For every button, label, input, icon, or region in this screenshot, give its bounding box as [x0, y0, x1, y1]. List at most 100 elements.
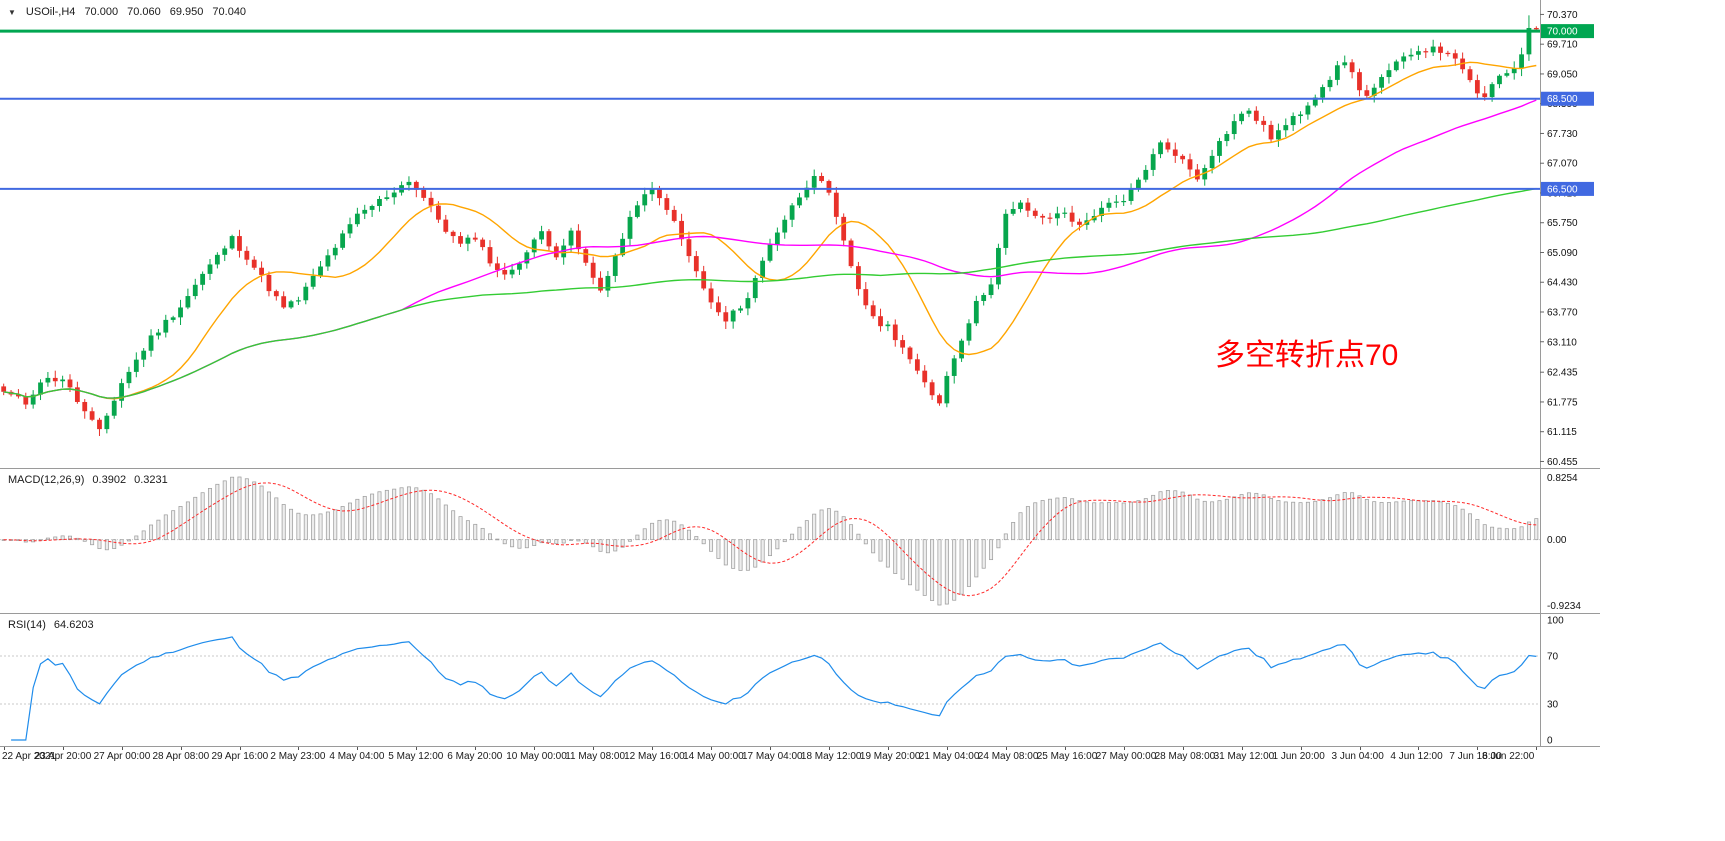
symbol-timeframe-label: USOil-,H4 — [25, 6, 76, 18]
time-axis-label: 21 May 04:00 — [918, 751, 980, 762]
price-tick-label: 62.435 — [1547, 368, 1578, 379]
chart-dropdown-icon[interactable]: ▼ — [8, 7, 16, 17]
quote-open: 70.000 — [84, 6, 119, 18]
macd-indicator-label: MACD(12,26,9) 0.3902 0.3231 — [8, 474, 168, 486]
time-axis-label: 8 Jun 22:00 — [1482, 751, 1535, 762]
time-tick — [239, 747, 241, 750]
quote-low: 69.950 — [169, 6, 204, 18]
price-tick-label: 65.750 — [1547, 218, 1578, 229]
time-axis-label: 23 Apr 20:00 — [34, 751, 92, 762]
time-tick — [887, 747, 889, 750]
rsi-indicator-label: RSI(14) 64.6203 — [8, 619, 94, 631]
time-axis-label: 17 May 04:00 — [742, 751, 803, 762]
time-axis-label: 27 May 00:00 — [1095, 751, 1157, 762]
price-level-badge-label: 68.500 — [1547, 94, 1578, 105]
time-tick — [475, 747, 477, 750]
macd-value: 0.3902 — [92, 474, 127, 486]
time-tick — [1359, 747, 1361, 750]
price-tick-label: 63.770 — [1547, 308, 1578, 319]
time-axis-label: 6 May 20:00 — [447, 751, 503, 762]
time-tick — [357, 747, 359, 750]
time-axis-label: 4 May 04:00 — [329, 751, 385, 762]
candlestick-series — [1, 15, 1539, 436]
rsi-name: RSI(14) — [8, 619, 46, 631]
price-tick-label: 61.775 — [1547, 397, 1578, 408]
time-tick — [1182, 747, 1184, 750]
price-tick-label: 70.370 — [1547, 10, 1578, 21]
price-tick-label: 64.430 — [1547, 278, 1578, 289]
time-axis-label: 14 May 00:00 — [683, 751, 744, 762]
chart-area: 70.37069.71069.05068.39067.73067.07066.4… — [0, 0, 1600, 769]
time-axis-label: 19 May 20:00 — [859, 751, 921, 762]
price-tick-label: 63.110 — [1547, 337, 1577, 348]
time-tick — [416, 747, 418, 750]
time-tick — [593, 747, 595, 750]
time-tick — [1005, 747, 1007, 750]
macd-name: MACD(12,26,9) — [8, 474, 85, 486]
price-chart-svg: 70.37069.71069.05068.39067.73067.07066.4… — [0, 0, 1594, 468]
time-axis-label: 27 Apr 00:00 — [93, 751, 151, 762]
rsi-svg: 100 70 30 0 — [0, 614, 1564, 747]
time-tick — [1123, 747, 1125, 750]
price-level-badge-label: 70.000 — [1547, 27, 1578, 38]
macd-signal-value: 0.3231 — [134, 474, 168, 486]
time-tick — [1241, 747, 1243, 750]
time-axis-label: 29 Apr 16:00 — [211, 751, 269, 762]
price-tick-label: 67.070 — [1547, 159, 1578, 170]
ma-line-slow — [3, 187, 1537, 399]
price-tick-label: 60.455 — [1547, 457, 1578, 468]
macd-tick-label: -0.9234 — [1547, 601, 1581, 612]
macd-indicator-pane[interactable]: 0.8254 0.00 -0.9234 — [0, 468, 1600, 613]
time-axis-label: 2 May 23:00 — [270, 751, 326, 762]
time-axis-label: 5 May 12:00 — [388, 751, 444, 762]
chart-header: ▼ USOil-,H4 70.000 70.060 69.950 70.040 — [8, 6, 246, 18]
price-tick-label: 67.730 — [1547, 129, 1578, 140]
time-tick — [180, 747, 182, 750]
time-tick — [946, 747, 948, 750]
price-tick-label: 69.710 — [1547, 40, 1578, 51]
time-axis-label: 28 Apr 08:00 — [152, 751, 210, 762]
time-tick — [534, 747, 536, 750]
rsi-indicator-pane[interactable]: 100 70 30 0 — [0, 613, 1600, 746]
time-tick — [828, 747, 830, 750]
rsi-tick-label: 0 — [1547, 736, 1553, 747]
time-axis-label: 7 Jun 16:00 — [1449, 751, 1502, 762]
time-tick — [121, 747, 123, 750]
time-tick — [1418, 747, 1420, 750]
price-chart-pane[interactable]: 70.37069.71069.05068.39067.73067.07066.4… — [0, 0, 1600, 468]
time-axis-label: 4 Jun 12:00 — [1390, 751, 1443, 762]
time-axis-label: 10 May 00:00 — [506, 751, 567, 762]
price-level-badge — [1541, 181, 1594, 196]
time-axis-label: 1 Jun 20:00 — [1272, 751, 1325, 762]
price-level-badge — [1541, 91, 1594, 106]
macd-svg: 0.8254 0.00 -0.9234 — [0, 469, 1581, 613]
macd-histogram — [1, 476, 1539, 606]
price-tick-label: 65.090 — [1547, 248, 1578, 259]
time-axis-label: 24 May 08:00 — [977, 751, 1039, 762]
time-axis[interactable]: 22 Apr 2021 23 Apr 20:00 27 Apr 00:00 28 Ap… — [0, 746, 1600, 769]
time-axis-label: 28 May 08:00 — [1154, 751, 1216, 762]
time-axis-label: 11 May 08:00 — [565, 751, 626, 762]
macd-signal-line — [3, 482, 1537, 597]
time-axis-label: 31 May 12:00 — [1213, 751, 1275, 762]
rsi-value: 64.6203 — [53, 619, 94, 631]
price-tick-label: 69.050 — [1547, 69, 1578, 80]
time-axis-label: 3 Jun 04:00 — [1331, 751, 1384, 762]
macd-tick-label: 0.8254 — [1547, 473, 1578, 484]
time-tick — [3, 747, 5, 750]
time-tick — [298, 747, 300, 750]
time-tick — [770, 747, 771, 750]
price-level-badge-label: 66.500 — [1547, 184, 1578, 195]
ma-line-fast — [3, 61, 1537, 400]
rsi-tick-label: 100 — [1547, 616, 1564, 627]
time-tick — [62, 747, 64, 750]
time-axis-label: 25 May 16:00 — [1036, 751, 1098, 762]
rsi-tick-label: 70 — [1547, 652, 1559, 663]
price-tick-label: 61.115 — [1547, 427, 1577, 438]
time-axis-label: 22 Apr 2021 — [2, 751, 56, 762]
time-axis-label: 18 May 12:00 — [800, 751, 862, 762]
time-axis-label: 12 May 16:00 — [624, 751, 685, 762]
time-tick — [711, 747, 713, 750]
quote-close: 70.040 — [212, 6, 247, 18]
